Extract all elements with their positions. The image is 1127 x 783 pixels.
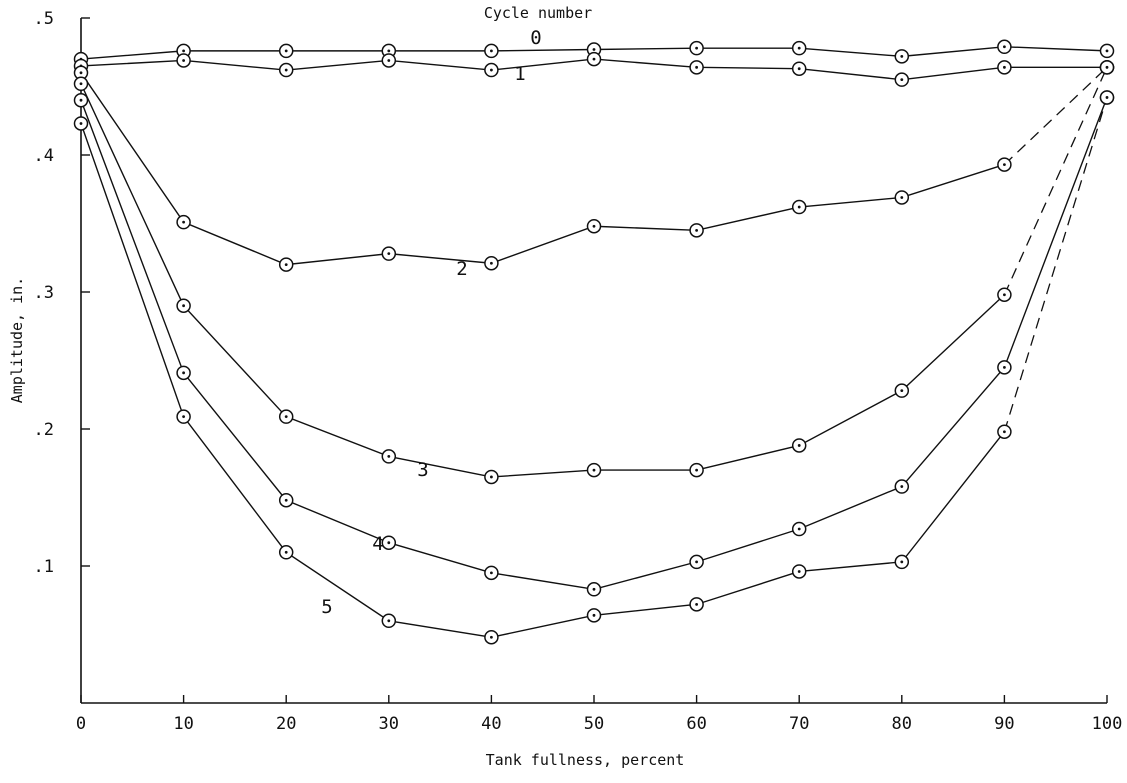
series-2-point-10 [176,214,191,230]
series-0: 0 [73,27,1115,67]
series-0-point-60 [689,40,704,56]
series-5-point-100 [1099,90,1115,105]
series-1-point-70 [791,61,807,76]
series-3-line [80,83,1005,478]
series-5-point-40 [484,629,499,645]
series-label-0: 0 [530,27,541,49]
series-3-point-30 [381,449,397,464]
x-tick-label-100: 100 [1092,714,1123,734]
x-tick-label-80: 80 [892,714,912,734]
series-0-point-20 [278,43,294,59]
x-tick-label-40: 40 [481,714,501,734]
series-5-point-30 [381,613,397,629]
y-tick-label-0: .1 [34,557,54,577]
series-2-point-50 [586,218,602,234]
series-5: 5 [73,90,1115,645]
y-tick-label-1: .2 [34,420,54,440]
series-3-point-80 [894,383,910,398]
series-1-point-40 [484,62,499,78]
series-0-point-80 [894,49,910,64]
x-tick-label-90: 90 [994,714,1014,734]
series-1-point-60 [689,60,704,75]
series-2-point-70 [791,199,807,215]
series-5-point-90 [997,424,1012,439]
x-axis-title: Tank fullness, percent [486,751,685,769]
series-3-point-70 [791,438,807,453]
x-tick-label-60: 60 [686,714,706,734]
series-2-point-90 [997,157,1012,172]
series-label-3: 3 [417,459,428,481]
series-1-point-80 [894,72,910,87]
x-tick-label-70: 70 [789,714,809,734]
series-5-point-50 [586,608,602,623]
series-4-point-80 [894,479,910,494]
series-1-point-90 [997,60,1012,75]
x-tick-label-10: 10 [173,714,193,734]
series-label-2: 2 [456,258,467,280]
series-4-point-40 [484,565,499,581]
series-3-point-90 [997,287,1012,302]
x-tick-label-50: 50 [584,714,604,734]
series-2-dashed-line [1003,66,1108,166]
series-label-4: 4 [372,533,383,555]
y-axis-title: Amplitude, in. [8,277,26,403]
series-5-dashed-line [1003,97,1108,432]
series-2-point-40 [484,255,499,271]
series-5-line [80,123,1005,638]
series-5-point-10 [176,409,191,424]
series-4-point-50 [586,582,602,597]
series-2-line [80,72,1005,266]
series-5-point-60 [689,597,704,612]
series-0-point-100 [1099,43,1115,59]
series-2: 2 [73,60,1115,280]
series-2-point-30 [381,246,397,261]
series-label-5: 5 [321,596,332,618]
y-tick-label-2: .3 [34,283,54,303]
series-4: 4 [73,90,1115,597]
legend-title: Cycle number [484,4,592,22]
series-5-point-0 [73,116,89,131]
series-1-point-20 [278,62,294,78]
series-5-point-80 [894,554,910,570]
series-group: 01 2 3 4 5 [73,27,1115,645]
series-0-point-40 [484,43,499,59]
series-4-point-0 [73,92,89,108]
series-4-point-90 [997,360,1012,375]
series-1-point-50 [586,51,602,67]
series-1-point-30 [381,53,397,68]
y-tick-label-3: .4 [34,146,54,166]
series-1: 1 [73,51,1115,87]
x-tick-label-0: 0 [76,714,86,734]
series-5-point-70 [791,564,807,579]
series-1-point-10 [176,53,191,68]
series-4-point-30 [381,535,397,550]
x-tick-label-20: 20 [276,714,296,734]
series-3-point-10 [176,298,191,313]
series-2-point-20 [278,257,294,272]
series-5-point-20 [278,545,294,560]
series-4-point-70 [791,521,807,537]
series-3-point-100 [1099,60,1115,75]
series-3: 3 [73,60,1115,485]
series-label-1: 1 [514,63,525,85]
series-4-point-60 [689,554,704,570]
series-3-point-60 [689,462,704,478]
series-0-point-90 [997,39,1012,55]
series-2-point-80 [894,190,910,205]
y-tick-label-4: .5 [34,9,54,29]
series-3-point-20 [278,409,294,424]
ticks: 0 10 20 30 40 50 60 70 80 90 100.1.2.3.4.5 [34,9,1123,734]
series-3-point-50 [586,462,602,478]
series-3-point-0 [73,76,89,92]
series-2-point-60 [689,223,704,238]
series-3-dashed-line [1003,67,1108,296]
series-0-point-70 [791,40,807,56]
x-tick-label-30: 30 [379,714,399,734]
series-3-point-40 [484,469,499,485]
series-4-point-20 [278,492,294,508]
series-4-point-10 [176,365,191,381]
